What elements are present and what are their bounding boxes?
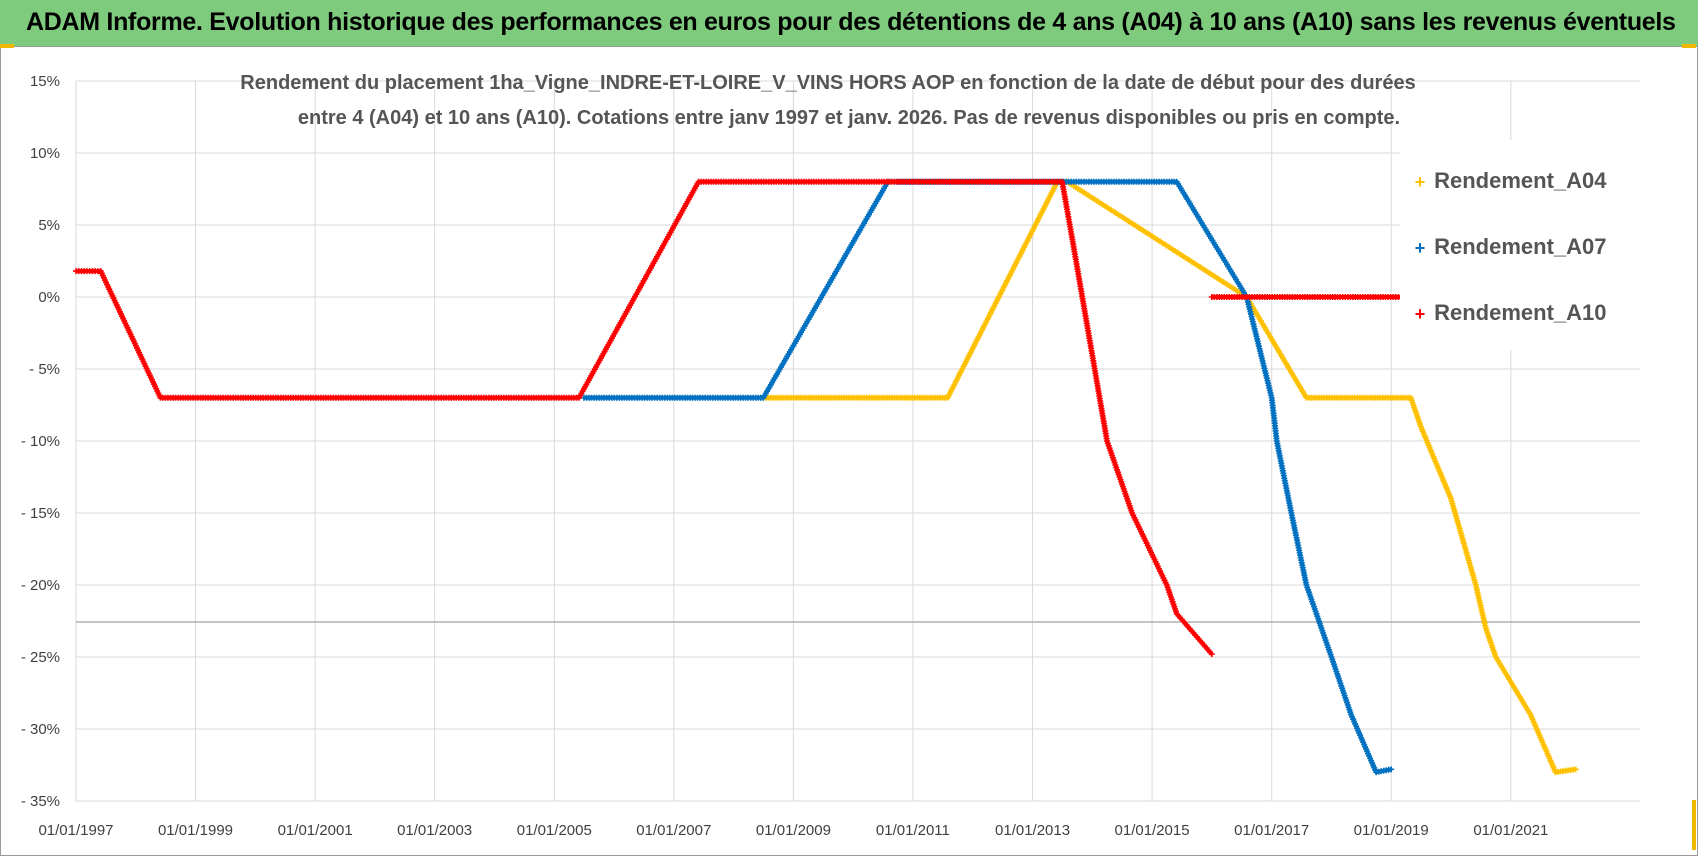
legend-item-a07: + Rendement_A07 — [1412, 234, 1607, 264]
horizontal-gridlines — [76, 80, 1640, 802]
y-tick-label: - 5% — [29, 361, 60, 378]
y-tick-label: - 15% — [21, 505, 60, 522]
legend-item-a10: + Rendement_A10 — [1412, 300, 1607, 330]
series-line — [583, 179, 1392, 775]
x-tick-label: 01/01/2001 — [278, 822, 353, 839]
x-tick-label: 01/01/1997 — [38, 822, 113, 839]
legend-marker-a10: + — [1414, 304, 1426, 324]
legend-marker-a04: + — [1414, 172, 1426, 192]
legend-label-a04: Rendement_A04 — [1434, 168, 1607, 193]
x-tick-label: 01/01/2003 — [397, 822, 472, 839]
y-tick-label: - 30% — [21, 721, 60, 738]
y-tick-label: - 10% — [21, 433, 60, 450]
y-axis-tick-labels: 15% 10% 5% 0% - 5% - 10% - 15% - 20% - 25% - 30% -… — [21, 73, 60, 810]
chart-title-line1: Rendement du placement 1ha_Vigne_INDRE-E… — [240, 72, 1415, 94]
corner-mark-top-left — [0, 44, 14, 48]
series-markers — [73, 178, 1215, 658]
y-tick-label: 15% — [30, 73, 60, 90]
x-tick-label: 01/01/2017 — [1234, 822, 1309, 839]
series-line — [76, 179, 1214, 656]
x-tick-label: 01/01/2015 — [1115, 822, 1190, 839]
y-tick-label: - 25% — [21, 649, 60, 666]
corner-mark-bottom-right — [1692, 800, 1696, 850]
x-tick-label: 01/01/2013 — [995, 822, 1070, 839]
x-tick-label: 01/01/2021 — [1473, 822, 1548, 839]
legend-marker-a07: + — [1414, 238, 1426, 258]
legend: + Rendement_A04 + Rendement_A07 + Rendem… — [1400, 140, 1660, 350]
y-tick-label: 0% — [38, 289, 60, 306]
corner-mark-top-right — [1682, 44, 1696, 48]
chart-title-line2: entre 4 (A04) et 10 ans (A10). Cotations… — [298, 107, 1400, 129]
y-tick-label: - 20% — [21, 577, 60, 594]
x-axis-tick-labels: 01/01/1997 01/01/1999 01/01/2001 01/01/2003… — [38, 822, 1548, 839]
x-tick-label: 01/01/2005 — [517, 822, 592, 839]
y-tick-label: 5% — [38, 217, 60, 234]
header-banner: ADAM Informe. Evolution historique des p… — [0, 0, 1698, 47]
y-tick-label: - 35% — [21, 793, 60, 810]
x-tick-label: 01/01/1999 — [158, 822, 233, 839]
x-tick-label: 01/01/2019 — [1354, 822, 1429, 839]
legend-label-a07: Rendement_A07 — [1434, 234, 1607, 259]
banner-title: ADAM Informe. Evolution historique des p… — [26, 8, 1676, 36]
series-layer — [73, 178, 1643, 776]
x-tick-label: 01/01/2007 — [636, 822, 711, 839]
legend-label-a10: Rendement_A10 — [1434, 300, 1607, 325]
legend-item-a04: + Rendement_A04 — [1412, 168, 1607, 198]
x-tick-label: 01/01/2009 — [756, 822, 831, 839]
y-tick-label: 10% — [30, 145, 60, 162]
series-rendement_a10 — [73, 178, 1215, 658]
x-tick-label: 01/01/2011 — [876, 822, 950, 839]
